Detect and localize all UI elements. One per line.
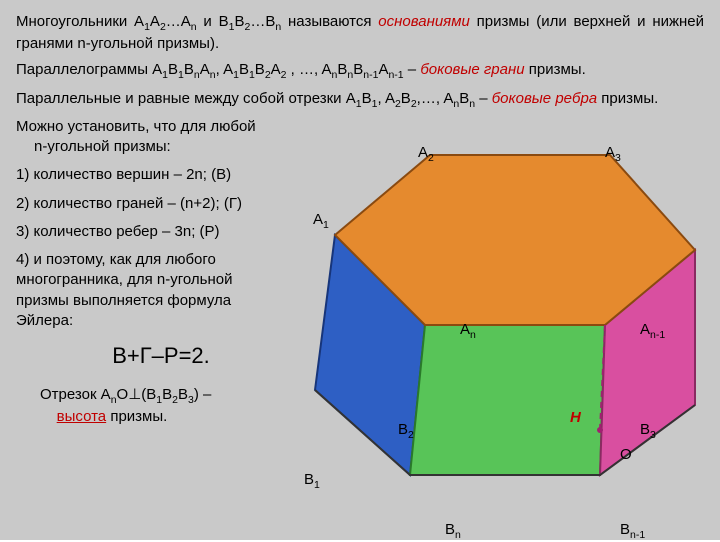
label-Bn: Bn (445, 520, 461, 542)
label-B1: B1 (304, 470, 320, 492)
label-A3: A3 (605, 143, 621, 165)
item-edges: 3) количество ребер – 3n; (Р) (16, 222, 276, 242)
label-O: O (620, 445, 632, 465)
label-A1: A1 (313, 210, 329, 232)
para-bases: Многоугольники A1A2…An и B1B2…Bn называю… (16, 12, 704, 54)
item-faces: 2) количество граней – (n+2); (Г) (16, 194, 276, 214)
para-lateral-faces: Параллелограммы A1B1BnAn, A1B1B2A2 , …, … (16, 60, 704, 82)
left-column: Можно установить, что для любой n-угольн… (16, 117, 276, 427)
intro-line1: Можно установить, что для любой (16, 117, 276, 137)
label-An: An (460, 320, 476, 342)
item-euler-intro: 4) и поэтому, как для любого многогранни… (16, 250, 276, 331)
height-note: Отрезок AnO⊥(B1B2B3) – высота призмы. (40, 385, 276, 427)
euler-formula: В+Г–Р=2. (46, 341, 276, 371)
para-lateral-edges: Параллельные и равные между собой отрезк… (16, 89, 704, 111)
label-B2: B2 (398, 420, 414, 442)
label-H: H (570, 408, 581, 428)
label-B3: B3 (640, 420, 656, 442)
label-An1: An-1 (640, 320, 665, 342)
label-Bn1: Bn-1 (620, 520, 645, 542)
item-vertices: 1) количество вершин – 2n; (В) (16, 165, 276, 185)
intro-line2: n-угольной призмы: (16, 137, 276, 157)
label-A2: A2 (418, 143, 434, 165)
